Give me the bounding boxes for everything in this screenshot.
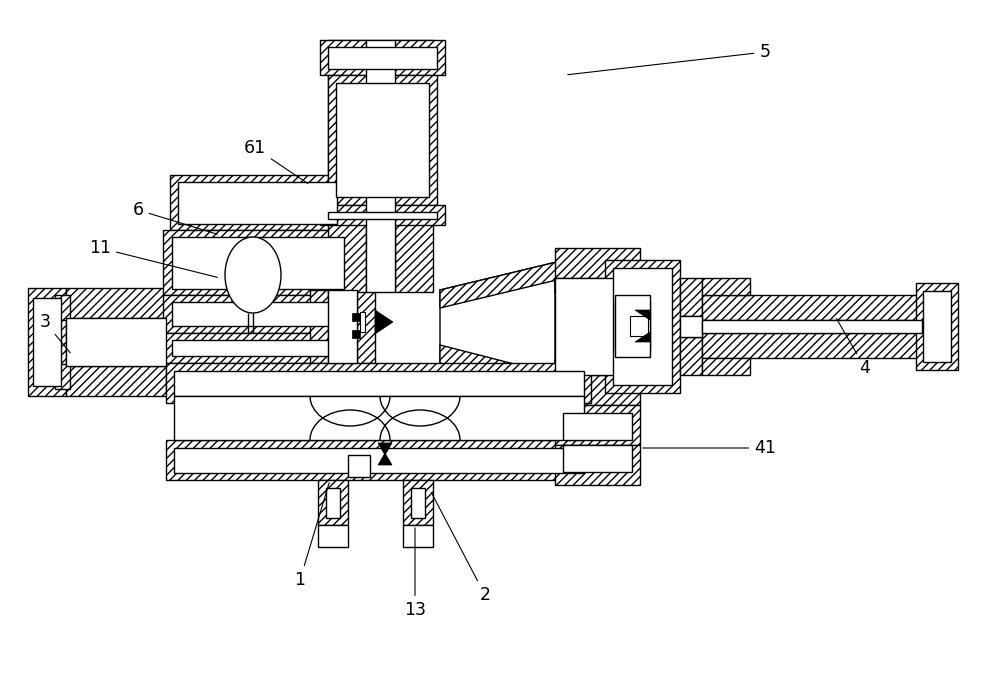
Bar	[66, 318, 166, 366]
Bar	[357, 290, 375, 363]
Bar	[605, 260, 680, 393]
Bar	[33, 298, 61, 386]
Text: 3: 3	[40, 313, 70, 353]
Bar	[166, 363, 591, 403]
Bar	[916, 283, 958, 370]
Bar	[166, 440, 591, 480]
Bar	[320, 205, 445, 225]
Bar	[172, 302, 344, 326]
Bar	[563, 445, 632, 472]
Bar	[174, 371, 584, 396]
Bar	[702, 295, 922, 320]
Bar	[352, 330, 360, 338]
Bar	[66, 288, 166, 318]
Bar	[403, 480, 433, 525]
Polygon shape	[555, 338, 610, 375]
Text: 41: 41	[643, 439, 776, 457]
Bar	[170, 175, 345, 230]
Polygon shape	[225, 237, 281, 313]
Bar	[615, 295, 650, 357]
Bar	[174, 396, 584, 440]
Bar	[310, 290, 328, 363]
Bar	[563, 413, 632, 440]
Bar	[923, 291, 951, 362]
Bar	[328, 75, 437, 205]
Bar	[328, 47, 437, 69]
Bar	[352, 313, 360, 321]
Bar	[555, 405, 640, 445]
Polygon shape	[375, 310, 393, 334]
Text: 13: 13	[404, 528, 426, 619]
Polygon shape	[440, 345, 565, 395]
Polygon shape	[635, 332, 650, 342]
Bar	[328, 290, 357, 363]
Bar	[680, 337, 702, 375]
Bar	[172, 340, 344, 356]
Text: 61: 61	[244, 139, 308, 183]
Bar	[366, 40, 395, 292]
Bar	[55, 364, 70, 389]
Bar	[555, 445, 640, 485]
Bar	[702, 358, 750, 375]
Bar	[163, 230, 353, 295]
Bar	[310, 363, 375, 403]
Bar	[702, 320, 922, 333]
Text: 1: 1	[294, 483, 329, 589]
Bar	[702, 278, 750, 295]
Bar	[55, 295, 70, 320]
Polygon shape	[440, 260, 565, 308]
Bar	[163, 295, 353, 333]
Text: 6: 6	[132, 201, 217, 234]
Bar	[702, 333, 922, 358]
Bar	[172, 237, 344, 289]
Bar	[360, 312, 365, 332]
Text: 4: 4	[836, 319, 870, 377]
Bar	[310, 250, 375, 290]
Bar	[555, 248, 640, 278]
Bar	[320, 40, 445, 75]
Bar	[328, 40, 366, 292]
Bar	[66, 366, 166, 396]
Bar	[328, 212, 437, 219]
Bar	[318, 480, 348, 525]
Bar	[348, 455, 370, 477]
Bar	[318, 525, 348, 547]
Polygon shape	[555, 278, 610, 375]
Bar	[403, 525, 433, 547]
Bar	[178, 182, 337, 224]
Text: 11: 11	[89, 239, 217, 277]
Bar	[615, 302, 650, 350]
Polygon shape	[378, 443, 392, 455]
Bar	[613, 268, 672, 385]
Text: 2: 2	[431, 492, 490, 604]
Bar	[411, 488, 425, 518]
Bar	[174, 448, 584, 473]
Bar	[555, 278, 640, 375]
Polygon shape	[378, 453, 392, 465]
Text: 5: 5	[568, 43, 770, 75]
Bar	[630, 316, 648, 336]
Bar	[163, 333, 353, 363]
Polygon shape	[440, 260, 565, 395]
Bar	[680, 278, 702, 316]
Bar	[680, 316, 702, 337]
Bar	[336, 83, 429, 197]
Bar	[555, 375, 640, 405]
Bar	[28, 288, 66, 396]
Polygon shape	[555, 278, 610, 315]
Bar	[326, 488, 340, 518]
Polygon shape	[635, 310, 650, 320]
Bar	[395, 40, 433, 292]
